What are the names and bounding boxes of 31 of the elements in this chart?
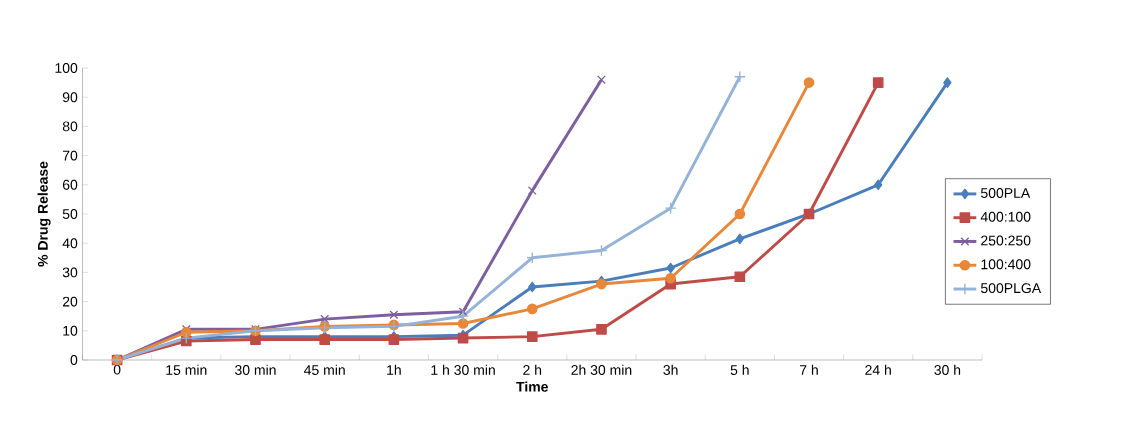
y-axis-title: % Drug Release — [37, 161, 51, 267]
x-tick-label: 45 min — [303, 364, 345, 375]
x-tick-label: 7 h — [800, 364, 818, 375]
legend-label: 500PLGA — [980, 283, 1042, 294]
x-tick-label: 30 min — [235, 364, 276, 375]
x-tick-label: 30 h — [934, 364, 961, 375]
y-tick-label: 0 — [70, 355, 78, 365]
x-tick-label: 1 h 30 min — [431, 364, 495, 375]
y-tick-label: 40 — [62, 238, 78, 249]
x-tick-label: 2h 30 min — [571, 364, 632, 375]
legend-label: 100:400 — [981, 259, 1031, 270]
y-tick-label: 70 — [62, 150, 78, 161]
x-tick-label: 2 h — [523, 364, 542, 375]
y-tick-label: 90 — [62, 92, 78, 103]
x-axis-title: Time — [516, 381, 548, 392]
x-tick-label: 5 h — [730, 364, 749, 375]
y-tick-label: 60 — [62, 179, 78, 190]
x-tick-label: 0 — [113, 364, 121, 375]
legend-label: 400:100 — [980, 211, 1031, 222]
x-tick-label: 15 min — [166, 364, 207, 375]
y-tick-label: 80 — [62, 121, 78, 132]
legend-label: 500PLA — [980, 188, 1031, 198]
y-tick-label: 20 — [62, 296, 78, 307]
y-tick-label: 50 — [62, 209, 78, 219]
x-tick-label: 1h — [387, 364, 401, 375]
y-tick-label: 30 — [62, 267, 78, 278]
y-tick-label: 10 — [63, 325, 78, 336]
legend-label: 250:250 — [981, 235, 1031, 246]
x-tick-label: 24 h — [865, 364, 891, 375]
x-tick-label: 3h — [663, 364, 678, 375]
y-tick-label: 100 — [55, 63, 78, 73]
